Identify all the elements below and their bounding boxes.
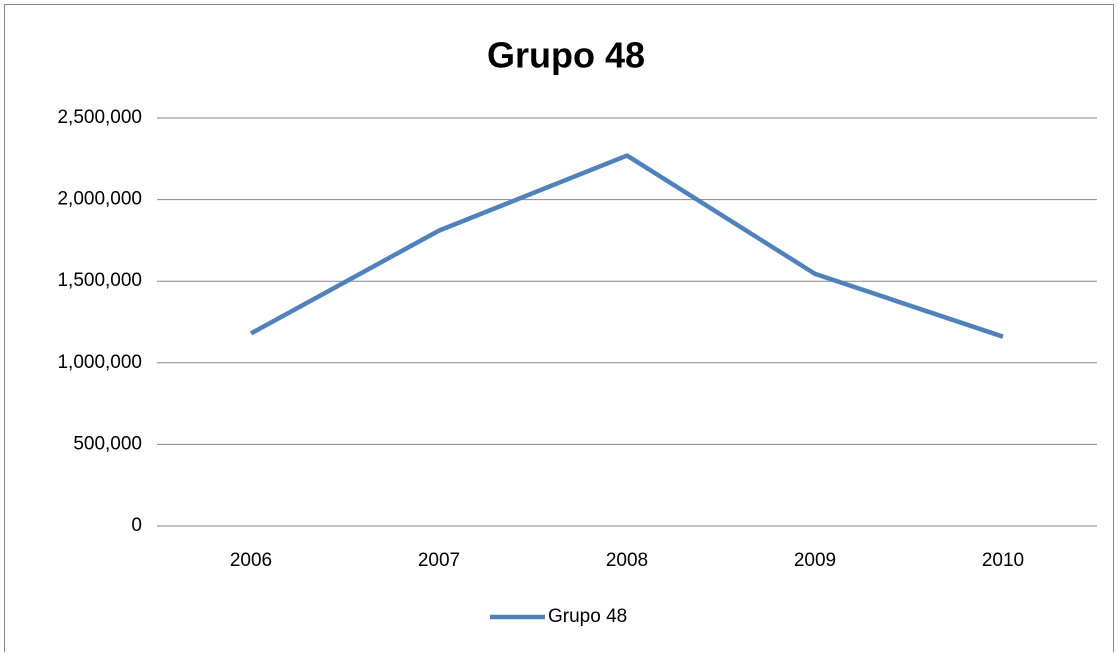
chart-title: Grupo 48 bbox=[487, 35, 645, 76]
x-tick-label: 2009 bbox=[794, 550, 836, 571]
y-tick-label: 0 bbox=[131, 515, 142, 536]
x-tick-label: 2007 bbox=[418, 550, 460, 571]
legend-label: Grupo 48 bbox=[548, 606, 627, 627]
y-tick-label: 1,500,000 bbox=[57, 270, 142, 291]
x-tick-label: 2010 bbox=[982, 550, 1024, 571]
data-line bbox=[249, 153, 1004, 339]
x-tick-label: 2008 bbox=[606, 550, 648, 571]
x-tick-label: 2006 bbox=[230, 550, 272, 571]
chart-border bbox=[4, 4, 1114, 657]
y-tick-label: 2,500,000 bbox=[57, 107, 142, 128]
y-tick-label: 2,000,000 bbox=[57, 189, 142, 210]
y-tick-label: 1,000,000 bbox=[57, 352, 142, 373]
y-tick-label: 500,000 bbox=[73, 433, 142, 454]
